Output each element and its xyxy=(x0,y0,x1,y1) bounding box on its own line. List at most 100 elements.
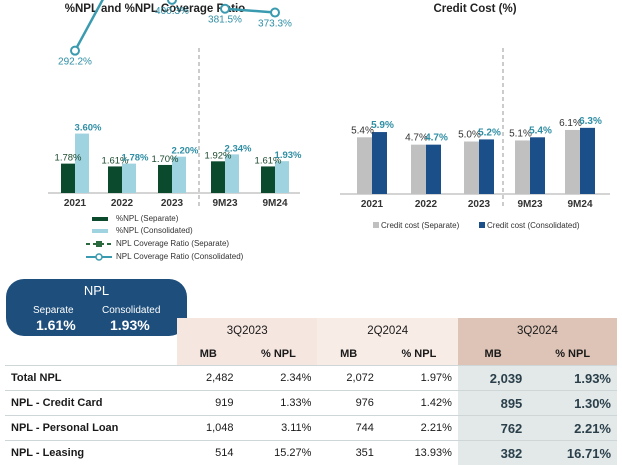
cell: 976 xyxy=(317,391,379,416)
row-label: Total NPL xyxy=(5,366,177,391)
table-row: NPL - Leasing 514 15.27% 351 13.93% 382 … xyxy=(5,441,617,465)
credit-cost-chart: 5.4%5.9%20214.7%4.7%20225.0%5.2%20235.1%… xyxy=(330,0,622,240)
legend-label: Credit cost (Separate) xyxy=(381,221,460,230)
bar-credit-cost-separate xyxy=(515,140,530,194)
x-tick-label: 2021 xyxy=(361,199,384,210)
legend-label: NPL Coverage Ratio (Separate) xyxy=(116,239,229,248)
table-row: NPL - Credit Card 919 1.33% 976 1.42% 89… xyxy=(5,391,617,416)
bar-label-npl-consolidated: 2.20% xyxy=(172,146,199,157)
x-tick-label: 2023 xyxy=(161,198,184,209)
coverage-line-consolidated xyxy=(225,9,275,13)
cell: 1,048 xyxy=(177,416,239,441)
x-tick-label: 2023 xyxy=(468,199,491,210)
bar-npl-separate xyxy=(211,161,225,193)
period-header-2q2024: 2Q2024 xyxy=(317,318,457,343)
cell: 13.93% xyxy=(380,441,458,465)
row-label: NPL - Personal Loan xyxy=(5,416,177,441)
cell: 514 xyxy=(177,441,239,465)
bar-label-credit-cost-consolidated: 4.7% xyxy=(425,133,448,144)
bar-npl-separate xyxy=(108,166,122,193)
cell: 1.93% xyxy=(528,366,617,391)
bar-npl-separate xyxy=(61,164,75,193)
x-tick-label: 9M24 xyxy=(567,199,592,210)
coverage-label-consolidated: 400.3% xyxy=(155,6,189,17)
bar-label-credit-cost-consolidated: 5.4% xyxy=(529,125,552,136)
bar-credit-cost-separate xyxy=(357,137,372,194)
bar-npl-consolidated xyxy=(122,164,136,193)
cell: 895 xyxy=(458,391,528,416)
legend-swatch-credit-cost-separate xyxy=(373,222,379,228)
cell: 2,039 xyxy=(458,366,528,391)
coverage-label-consolidated: 292.2% xyxy=(58,57,92,68)
cell: 1.97% xyxy=(380,366,458,391)
period-header-3q2024: 3Q2024 xyxy=(458,318,617,343)
legend-label: %NPL (Separate) xyxy=(116,214,179,223)
bar-credit-cost-separate xyxy=(565,130,580,194)
bar-credit-cost-consolidated xyxy=(580,128,595,194)
x-tick-label: 2022 xyxy=(111,198,134,209)
legend-label: Credit cost (Consolidated) xyxy=(487,221,580,230)
bar-npl-separate xyxy=(158,165,172,193)
coverage-marker-consolidated xyxy=(168,0,176,4)
subheader-npl: % NPL xyxy=(380,343,458,366)
bar-label-npl-consolidated: 3.60% xyxy=(75,123,102,134)
legend-swatch-npl-consolidated xyxy=(92,229,108,233)
bar-credit-cost-separate xyxy=(411,145,426,194)
period-header-3q2023: 3Q2023 xyxy=(177,318,317,343)
row-label: NPL - Credit Card xyxy=(5,391,177,416)
cell: 2.34% xyxy=(239,366,317,391)
x-tick-label: 2022 xyxy=(415,199,438,210)
coverage-marker-consolidated xyxy=(271,9,279,17)
cell: 15.27% xyxy=(239,441,317,465)
bar-label-credit-cost-consolidated: 6.3% xyxy=(579,116,602,127)
npl-box-title: NPL xyxy=(6,283,187,298)
subheader-mb: MB xyxy=(177,343,239,366)
cell: 16.71% xyxy=(528,441,617,465)
subheader-npl: % NPL xyxy=(528,343,617,366)
x-tick-label: 2021 xyxy=(64,198,87,209)
npl-chart: 1.78%3.60%20211.61%1.78%20221.70%2.20%20… xyxy=(0,0,310,270)
cell: 2.21% xyxy=(380,416,458,441)
bar-credit-cost-consolidated xyxy=(479,139,494,194)
cell: 762 xyxy=(458,416,528,441)
bar-credit-cost-separate xyxy=(464,142,479,195)
bar-label-npl-separate: 1.78% xyxy=(55,153,82,164)
legend-swatch-npl-separate xyxy=(92,217,108,221)
cell: 3.11% xyxy=(239,416,317,441)
bar-npl-separate xyxy=(261,166,275,193)
legend-label: %NPL (Consolidated) xyxy=(116,226,193,235)
table-period-header-row: 3Q2023 2Q2024 3Q2024 xyxy=(5,318,617,343)
bar-label-npl-consolidated: 1.93% xyxy=(275,150,302,161)
subheader-mb: MB xyxy=(458,343,528,366)
cell: 1.33% xyxy=(239,391,317,416)
cell: 1.42% xyxy=(380,391,458,416)
table-row: NPL - Personal Loan 1,048 3.11% 744 2.21… xyxy=(5,416,617,441)
legend-label: NPL Coverage Ratio (Consolidated) xyxy=(116,252,244,261)
x-tick-label: 9M24 xyxy=(262,198,287,209)
bar-credit-cost-consolidated xyxy=(426,145,441,194)
subheader-mb: MB xyxy=(317,343,379,366)
row-label: NPL - Leasing xyxy=(5,441,177,465)
bar-credit-cost-consolidated xyxy=(530,137,545,194)
legend-swatch-credit-cost-consolidated xyxy=(479,222,485,228)
subheader-npl: % NPL xyxy=(239,343,317,366)
cell: 351 xyxy=(317,441,379,465)
bar-label-credit-cost-consolidated: 5.9% xyxy=(371,120,394,131)
x-tick-label: 9M23 xyxy=(212,198,237,209)
cell: 919 xyxy=(177,391,239,416)
coverage-label-consolidated: 381.5% xyxy=(208,15,242,26)
coverage-marker-consolidated xyxy=(221,5,229,13)
npl-consolidated-label: Consolidated xyxy=(102,305,160,316)
bar-credit-cost-consolidated xyxy=(372,132,387,194)
cell: 1.30% xyxy=(528,391,617,416)
cell: 744 xyxy=(317,416,379,441)
bar-label-npl-consolidated: 2.34% xyxy=(225,143,252,154)
coverage-label-consolidated: 373.3% xyxy=(258,19,292,30)
cell: 2.21% xyxy=(528,416,617,441)
x-tick-label: 9M23 xyxy=(517,199,542,210)
table-row: Total NPL 2,482 2.34% 2,072 1.97% 2,039 … xyxy=(5,366,617,391)
legend-swatch-coverage-separate-marker xyxy=(96,241,102,247)
table-subheader-row: MB % NPL MB % NPL MB % NPL xyxy=(5,343,617,366)
npl-separate-label: Separate xyxy=(33,305,74,316)
cell: 382 xyxy=(458,441,528,465)
